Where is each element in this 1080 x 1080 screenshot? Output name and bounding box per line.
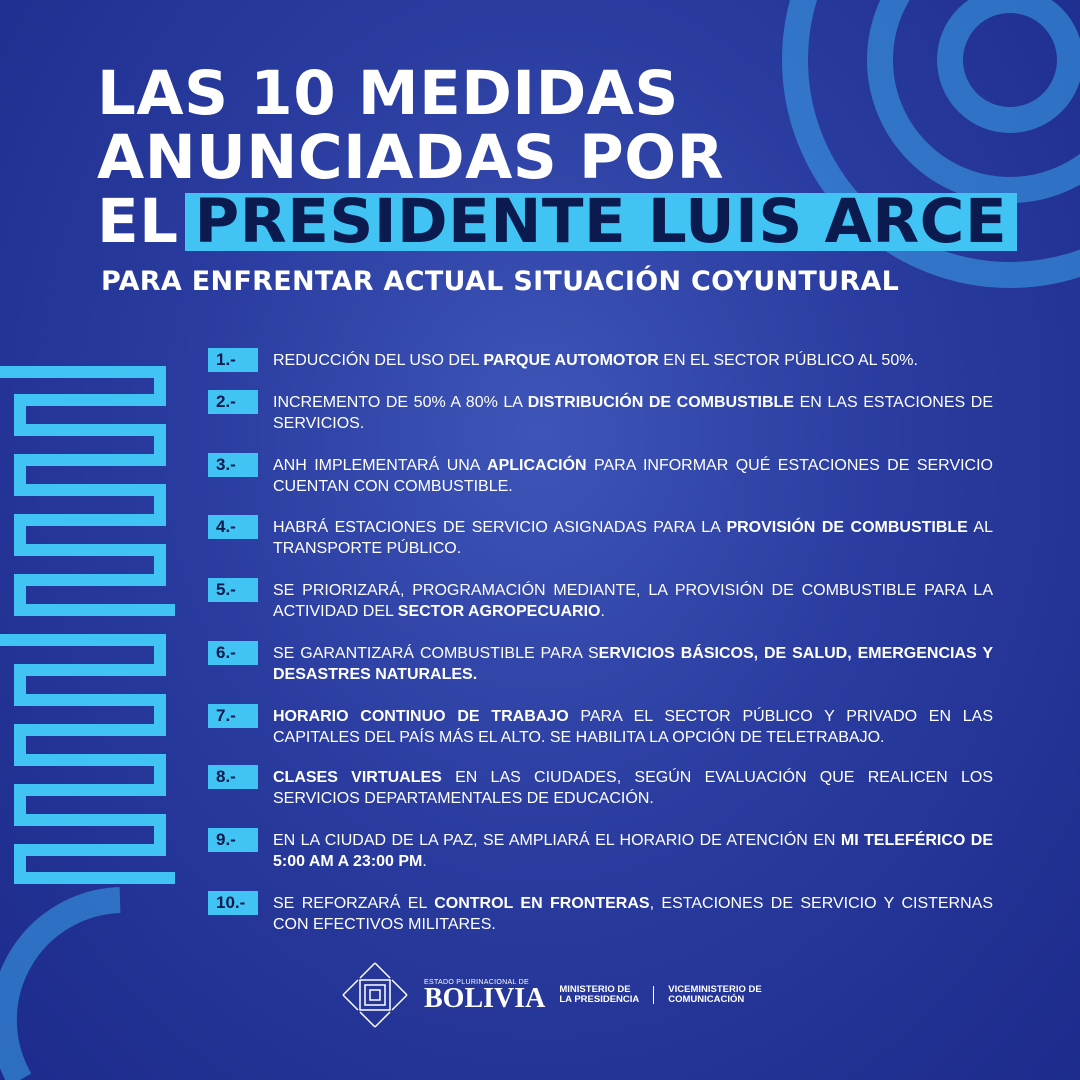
- measure-text-segment: AL TRANSPORTE PÚBLICO.: [273, 519, 994, 557]
- measure-text-bold: CONTROL EN FRONTERAS: [434, 895, 650, 912]
- measure-text-segment: EN LAS ESTACIONES DE SERVICIOS.: [273, 394, 993, 432]
- subtitle: PARA ENFRENTAR ACTUAL SITUACIÓN COYUNTUR…: [101, 266, 900, 297]
- measure-text: EN LA CIUDAD DE LA PAZ, SE AMPLIARÁ EL H…: [273, 830, 993, 872]
- measure-item: 1.- REDUCCIÓN DEL USO DEL PARQUE AUTOMOTO…: [208, 348, 993, 372]
- measure-text-segment: .: [422, 853, 427, 870]
- measure-text-bold: APLICACIÓN: [487, 457, 587, 474]
- measure-text: ANH IMPLEMENTARÁ UNA APLICACIÓN PARA INF…: [273, 455, 993, 497]
- measure-text-segment: SE PRIORIZARÁ, PROGRAMACIÓN MEDIANTE, LA…: [273, 582, 993, 620]
- measure-text-bold: MI TELEFÉRICO DE 5:00 AM A 23:00 PM: [273, 832, 994, 870]
- measure-number-badge: 4.-: [208, 515, 258, 539]
- measure-text-segment: REDUCCIÓN DEL USO DEL: [273, 352, 484, 369]
- vice-ministry-line-2: COMUNICACIÓN: [668, 994, 745, 1005]
- measure-text: SE PRIORIZARÁ, PROGRAMACIÓN MEDIANTE, LA…: [273, 580, 993, 622]
- measure-text-segment: EN LAS CIUDADES, SEGÚN EVALUACIÓN QUE RE…: [273, 769, 994, 807]
- measure-number-badge: 9.-: [208, 828, 258, 852]
- measure-item: 4.- HABRÁ ESTACIONES DE SERVICIO ASIGNADA…: [208, 515, 993, 559]
- measure-text: CLASES VIRTUALES EN LAS CIUDADES, SEGÚN …: [273, 767, 993, 809]
- measure-text-segment: ANH IMPLEMENTARÁ UNA: [273, 457, 488, 474]
- measure-text-segment: PARA INFORMAR QUÉ ESTACIONES DE SERVICIO…: [273, 457, 994, 495]
- measure-item: 2.- INCREMENTO DE 50% A 80% LA DISTRIBUCI…: [208, 390, 993, 434]
- measure-text-bold: DISTRIBUCIÓN DE COMBUSTIBLE: [527, 394, 794, 411]
- measure-number-badge: 7.-: [208, 704, 258, 728]
- measure-item: 3.- ANH IMPLEMENTARÁ UNA APLICACIÓN PARA …: [208, 453, 993, 497]
- headline-line-2: ANUNCIADAS POR: [97, 122, 725, 193]
- measure-text-bold: ERVICIOS BÁSICOS, DE SALUD, EMERGENCIAS …: [273, 645, 993, 683]
- bolivia-wordmark: BOLIVIA: [424, 982, 546, 1014]
- measure-text-segment: SE GARANTIZARÁ COMBUSTIBLE PARA S: [273, 645, 599, 662]
- measure-item: 6.- SE GARANTIZARÁ COMBUSTIBLE PARA SERVI…: [208, 641, 993, 685]
- measure-number-badge: 8.-: [208, 765, 258, 789]
- measure-text-bold: SECTOR AGROPECUARIO: [397, 603, 601, 620]
- measure-item: 7.- HORARIO CONTINUO DE TRABAJO PARA EL S…: [208, 704, 993, 748]
- measure-text-segment: HABRÁ ESTACIONES DE SERVICIO ASIGNADAS P…: [273, 519, 727, 536]
- vice-ministry-line-1: VICEMINISTERIO DE: [668, 984, 762, 995]
- measure-text: SE REFORZARÁ EL CONTROL EN FRONTERAS, ES…: [273, 893, 993, 935]
- measure-text-segment: EN LA CIUDAD DE LA PAZ, SE AMPLIARÁ EL H…: [273, 832, 841, 849]
- measure-text: REDUCCIÓN DEL USO DEL PARQUE AUTOMOTOR E…: [273, 350, 993, 372]
- measure-number-badge: 10.-: [208, 891, 258, 915]
- measure-text-segment: PARA EL SECTOR PÚBLICO Y PRIVADO EN LAS …: [273, 708, 994, 746]
- headline-highlight: PRESIDENTE LUIS ARCE: [184, 191, 1018, 252]
- measure-number-badge: 3.-: [208, 453, 258, 477]
- headline-line-1: LAS 10 MEDIDAS: [97, 58, 679, 129]
- measure-text: HORARIO CONTINUO DE TRABAJO PARA EL SECT…: [273, 706, 993, 748]
- measure-number-badge: 1.-: [208, 348, 258, 372]
- measure-text-bold: HORARIO CONTINUO DE TRABAJO: [273, 708, 569, 725]
- measure-item: 5.- SE PRIORIZARÁ, PROGRAMACIÓN MEDIANTE,…: [208, 578, 993, 622]
- measure-text-bold: PROVISIÓN DE COMBUSTIBLE: [726, 519, 968, 536]
- measure-text: SE GARANTIZARÁ COMBUSTIBLE PARA SERVICIO…: [273, 643, 993, 685]
- measure-text-bold: CLASES VIRTUALES: [273, 769, 442, 786]
- bolivia-emblem-icon: [342, 962, 408, 1028]
- measure-text-segment: INCREMENTO DE 50% A 80% LA: [273, 394, 528, 411]
- footer: ESTADO PLURINACIONAL DE BOLIVIA MINISTER…: [340, 960, 762, 1030]
- measure-number-badge: 6.-: [208, 641, 258, 665]
- measure-item: 10.- SE REFORZARÁ EL CONTROL EN FRONTERAS…: [208, 891, 993, 935]
- measure-text-segment: , ESTACIONES DE SERVICIO Y CISTERNAS CON…: [273, 895, 994, 933]
- measure-number-badge: 5.-: [208, 578, 258, 602]
- measure-text: INCREMENTO DE 50% A 80% LA DISTRIBUCIÓN …: [273, 392, 993, 434]
- ministry-line-2: LA PRESIDENCIA: [559, 994, 640, 1005]
- measure-number-badge: 2.-: [208, 390, 258, 414]
- bolivia-small-text: ESTADO PLURINACIONAL DE: [424, 978, 529, 986]
- headline: LAS 10 MEDIDAS ANUNCIADAS POR EL PRESIDEN…: [97, 58, 1018, 257]
- measure-text-segment: EN EL SECTOR PÚBLICO AL 50%.: [658, 352, 918, 369]
- measure-text-bold: PARQUE AUTOMOTOR: [483, 352, 659, 369]
- measure-text: HABRÁ ESTACIONES DE SERVICIO ASIGNADAS P…: [273, 517, 993, 559]
- headline-line-3-prefix: EL: [97, 186, 179, 257]
- ministry-line-1: MINISTERIO DE: [559, 984, 631, 995]
- measure-text-segment: .: [600, 603, 605, 620]
- measure-item: 8.- CLASES VIRTUALES EN LAS CIUDADES, SEG…: [208, 765, 993, 809]
- measure-item: 9.- EN LA CIUDAD DE LA PAZ, SE AMPLIARÁ E…: [208, 828, 993, 872]
- measure-text-segment: SE REFORZARÁ EL: [273, 895, 435, 912]
- divider: [653, 986, 655, 1004]
